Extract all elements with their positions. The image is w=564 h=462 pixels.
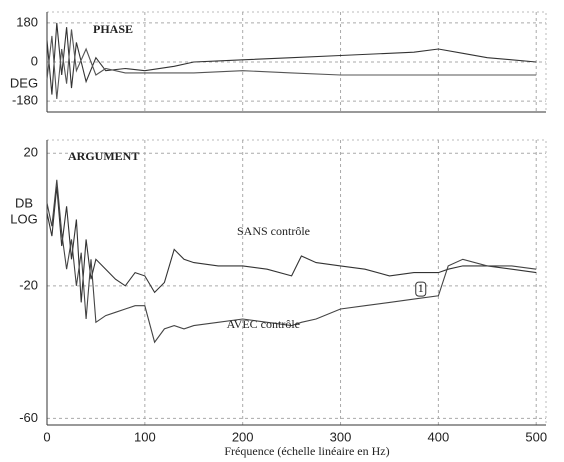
series-label: AVEC contrôle — [227, 317, 300, 331]
annotation-box — [415, 281, 427, 297]
plot-frame — [46, 139, 547, 426]
x-tick-label: 500 — [525, 429, 547, 444]
y-tick-label: 20 — [24, 145, 38, 160]
data-line — [46, 22, 537, 95]
panel-title: ARGUMENT — [68, 149, 139, 163]
y-tick-label: 0 — [31, 53, 38, 68]
x-axis-label: Fréquence (échelle linéaire en Hz) — [224, 444, 389, 458]
y-tick-label: -180 — [12, 93, 38, 108]
series-label: SANS contrôle — [237, 224, 310, 238]
y-tick-label: -60 — [19, 410, 38, 425]
data-line — [46, 179, 537, 344]
x-tick-label: 200 — [232, 429, 254, 444]
x-tick-label: 400 — [428, 429, 450, 444]
panel-title: PHASE — [93, 22, 133, 36]
y-tick-label: -20 — [19, 277, 38, 292]
x-tick-label: 0 — [43, 429, 50, 444]
x-tick-label: 100 — [134, 429, 156, 444]
data-line — [46, 29, 537, 100]
y-axis-label: DB — [15, 195, 33, 210]
data-line — [46, 186, 537, 303]
annotation: 1 — [418, 281, 424, 295]
x-tick-label: 300 — [330, 429, 352, 444]
y-axis-label: LOG — [10, 211, 37, 226]
y-tick-label: 180 — [16, 14, 38, 29]
y-axis-label: DEG — [10, 75, 38, 90]
